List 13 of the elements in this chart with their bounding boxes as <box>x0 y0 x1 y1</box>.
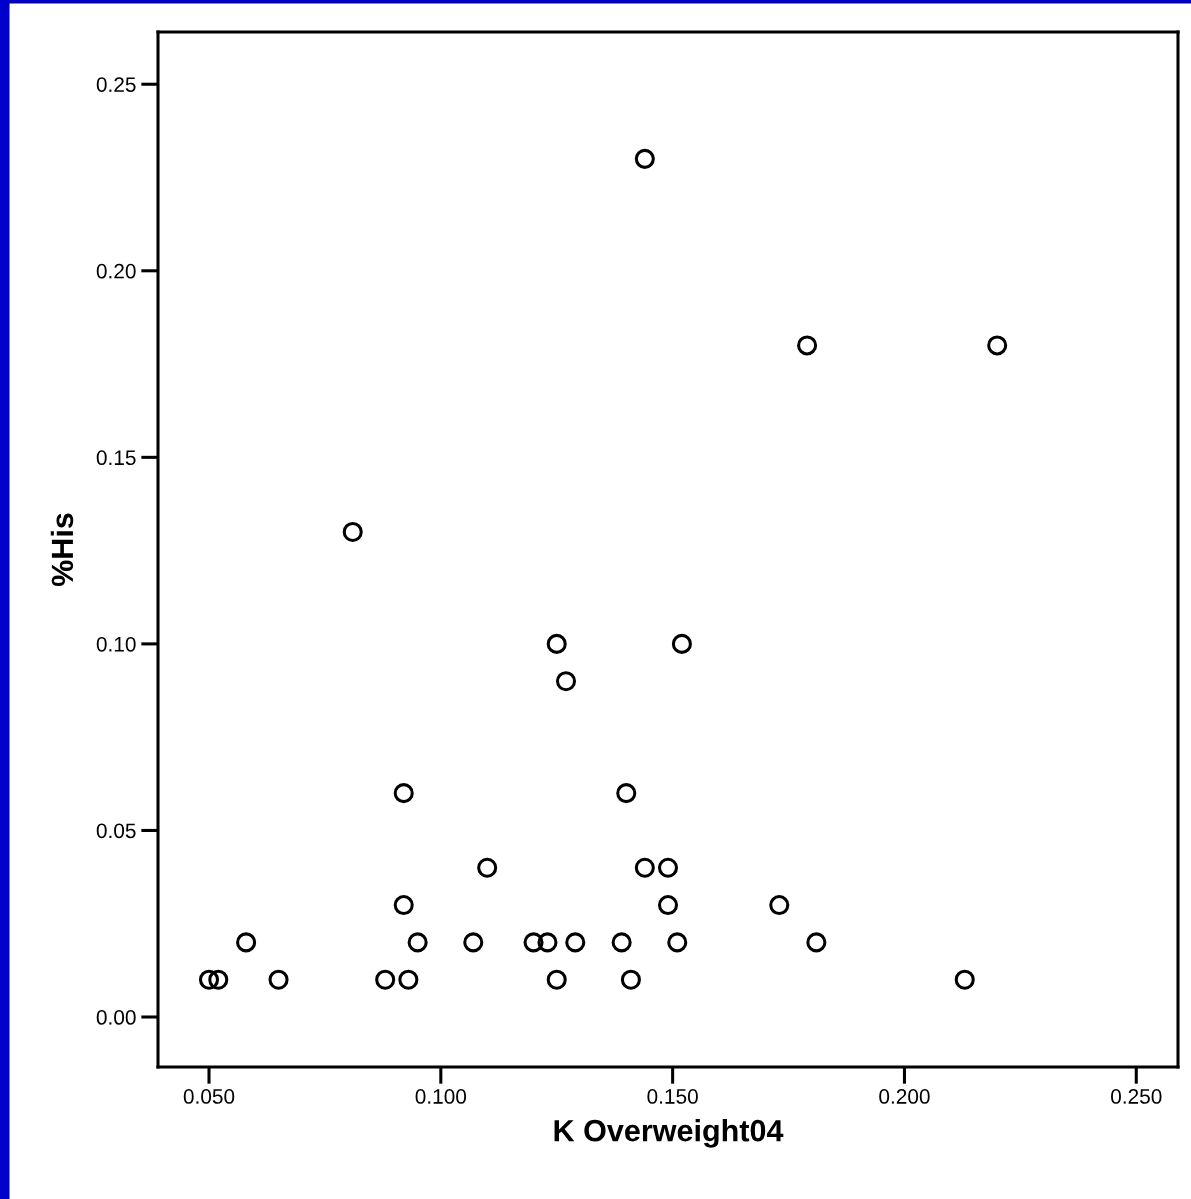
y-tick-label: 0.05 <box>96 823 136 839</box>
y-axis-title: %His <box>50 513 74 587</box>
y-tick-label: 0.20 <box>96 263 136 279</box>
x-tick-label: 0.050 <box>183 1089 235 1104</box>
y-tick-label: 0.25 <box>96 77 136 92</box>
y-tick-label: 0.15 <box>96 450 136 466</box>
x-tick-label: 0.250 <box>1111 1089 1162 1104</box>
x-tick-label: 0.150 <box>647 1089 698 1104</box>
x-tick-label: 0.100 <box>415 1089 467 1104</box>
y-tick-label: 0.10 <box>96 636 136 652</box>
y-tick-label: 0.00 <box>96 1010 136 1025</box>
x-axis-title: K Overweight04 <box>554 1119 784 1148</box>
x-tick-label: 0.200 <box>879 1089 930 1104</box>
